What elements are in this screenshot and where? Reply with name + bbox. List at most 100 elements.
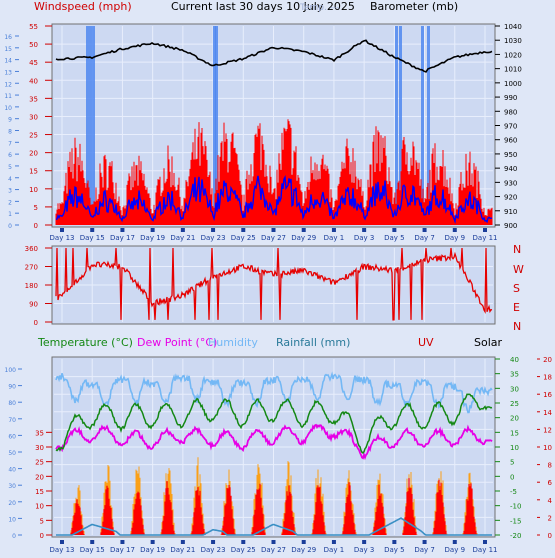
wind-direction-panel: 0 90 180 270 360 N W S E N bbox=[25, 243, 524, 333]
temp-x-marker-13 bbox=[452, 540, 457, 544]
uv-right-tick-4: 8 bbox=[548, 462, 552, 470]
temp-outer-tick-4: 40 bbox=[8, 467, 16, 474]
wind-x-marker-7 bbox=[271, 228, 276, 232]
temp-right-tick-10: 30 bbox=[510, 385, 519, 393]
barometer-right-ticks: 900 910 920 930 940 950 960 970 980 990 1000 1010 10… bbox=[495, 23, 522, 230]
wind-outer-tick-4: 4 bbox=[8, 176, 12, 183]
temp-right-tick-2: -10 bbox=[510, 503, 521, 511]
wind-x-label-14: Day 11 bbox=[473, 234, 498, 242]
baro-tick-10: 1000 bbox=[504, 80, 522, 88]
legend-uv: UV bbox=[418, 336, 434, 349]
wind-x-label-11: Day 5 bbox=[384, 234, 405, 242]
wind-x-label-2: Day 17 bbox=[110, 234, 135, 242]
temp-left-tick-0: 0 bbox=[40, 532, 44, 540]
dewpoint-line bbox=[55, 423, 493, 461]
wind-outer-tick-12: 12 bbox=[4, 81, 12, 88]
baro-tick-11: 1010 bbox=[504, 66, 522, 74]
barometer-series bbox=[55, 39, 493, 73]
wind-tick-3: 15 bbox=[29, 168, 38, 176]
wind-tick-2: 10 bbox=[29, 186, 38, 194]
baro-tick-8: 980 bbox=[504, 108, 517, 116]
temp-x-label-7: Day 27 bbox=[261, 546, 286, 554]
temp-x-label-1: Day 15 bbox=[80, 546, 105, 554]
wind-tick-7: 35 bbox=[29, 95, 38, 103]
temp-right-tick-11: 35 bbox=[510, 371, 519, 379]
temp-x-label-0: Day 13 bbox=[50, 546, 75, 554]
uv-right-tick-8: 16 bbox=[543, 391, 552, 399]
temp-x-ticks: Day 13 Day 15 Day 17 Day 19 Day 21 Day 23 Day … bbox=[50, 540, 498, 554]
temp-x-marker-8 bbox=[301, 540, 306, 544]
baro-tick-14: 1040 bbox=[504, 23, 522, 31]
temp-x-marker-5 bbox=[211, 540, 216, 544]
rainfall-series bbox=[56, 517, 492, 536]
windspeed-title: Windspeed (mph) bbox=[34, 0, 132, 13]
bright-bar-1 bbox=[89, 26, 92, 225]
wind-outer-tick-9: 9 bbox=[8, 117, 12, 124]
wind-x-label-5: Day 23 bbox=[201, 234, 226, 242]
dewpoint-series bbox=[55, 423, 493, 461]
wind-outer-tick-13: 13 bbox=[4, 69, 12, 76]
baro-tick-7: 970 bbox=[504, 123, 517, 131]
compass-n-bottom: N bbox=[513, 320, 521, 333]
temp-x-marker-14 bbox=[483, 540, 487, 544]
temp-outer-tick-1: 10 bbox=[8, 516, 16, 523]
temp-x-marker-12 bbox=[422, 540, 427, 544]
wind-outer-tick-15: 15 bbox=[4, 46, 12, 53]
wind-x-marker-3 bbox=[150, 228, 155, 232]
wind-tick-0: 0 bbox=[34, 222, 38, 230]
wind-tick-6: 30 bbox=[29, 113, 38, 121]
humidity-series bbox=[55, 371, 493, 414]
barometer-line bbox=[55, 39, 493, 73]
temp-left-tick-1: 5 bbox=[40, 517, 44, 525]
temp-right-tick-1: -15 bbox=[510, 517, 521, 525]
uv-right-tick-7: 14 bbox=[543, 409, 552, 417]
bright-bar-8 bbox=[427, 26, 430, 225]
temp-left-tick-4: 20 bbox=[35, 473, 44, 481]
bright-bar-7 bbox=[421, 26, 424, 225]
temp-left-tick-3: 15 bbox=[35, 488, 44, 496]
wind-tick-11: 55 bbox=[29, 23, 38, 31]
temp-left-tick-6: 30 bbox=[35, 444, 44, 452]
temperature-line bbox=[55, 393, 493, 454]
wind-outer-tick-11: 11 bbox=[4, 93, 12, 100]
uv-right-tick-2: 4 bbox=[548, 497, 553, 505]
wind-avg-line bbox=[55, 174, 493, 224]
wind-x-label-9: Day 1 bbox=[324, 234, 345, 242]
legend-humidity: Humidity bbox=[208, 336, 258, 349]
temp-left-ticks: 0 5 10 15 20 25 30 35 bbox=[35, 429, 52, 540]
uv-line bbox=[69, 478, 478, 535]
wind-outer-tick-0: 0 bbox=[8, 223, 12, 230]
wind-bright-bars bbox=[86, 26, 430, 225]
wind-x-marker-6 bbox=[241, 228, 246, 232]
uv-right-tick-9: 18 bbox=[543, 374, 552, 382]
baro-tick-5: 950 bbox=[504, 151, 517, 159]
wind-x-label-0: Day 13 bbox=[50, 234, 75, 242]
bright-bar-2 bbox=[92, 26, 95, 225]
temp-x-label-14: Day 11 bbox=[473, 546, 498, 554]
temp-x-label-6: Day 25 bbox=[231, 546, 256, 554]
compass-w: W bbox=[513, 263, 524, 276]
temp-right-tick-9: 25 bbox=[510, 400, 519, 408]
dir-left-ticks: 0 90 180 270 360 bbox=[25, 245, 52, 327]
barometer-title: Barometer (mb) bbox=[370, 0, 458, 13]
wind-tick-8: 40 bbox=[29, 77, 38, 85]
wind-x-marker-12 bbox=[422, 228, 427, 232]
temp-x-marker-10 bbox=[362, 540, 367, 544]
wind-tick-5: 25 bbox=[29, 132, 38, 140]
wind-x-marker-1 bbox=[90, 228, 95, 232]
wind-outer-tick-2: 2 bbox=[8, 199, 12, 206]
temp-x-marker-2 bbox=[120, 540, 125, 544]
wind-outer-tick-1: 1 bbox=[8, 211, 12, 218]
temp-outer-tick-8: 80 bbox=[8, 400, 16, 407]
uv-right-tick-10: 20 bbox=[543, 356, 552, 364]
temp-right-tick-8: 20 bbox=[510, 415, 519, 423]
compass-n-top: N bbox=[513, 243, 521, 256]
temperature-series bbox=[55, 393, 493, 454]
rainfall-line bbox=[56, 517, 492, 536]
wind-x-label-4: Day 21 bbox=[170, 234, 195, 242]
temp-x-label-13: Day 9 bbox=[445, 546, 466, 554]
compass-s: S bbox=[513, 282, 520, 295]
wind-outer-tick-6: 6 bbox=[8, 152, 12, 159]
bright-bar-5 bbox=[395, 26, 398, 225]
